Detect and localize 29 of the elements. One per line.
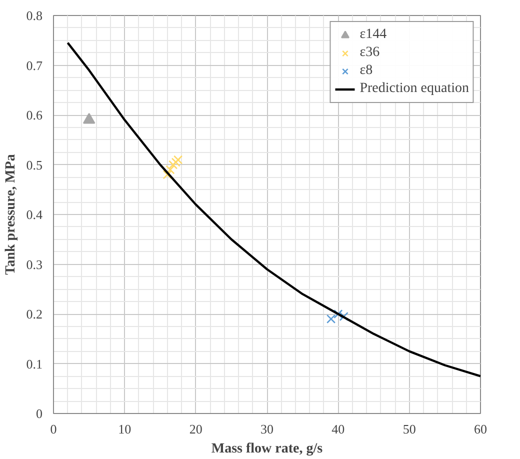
x-tick-label: 20 xyxy=(189,422,202,436)
x-tick-label: 30 xyxy=(260,422,274,436)
legend-label: ε8 xyxy=(360,62,374,80)
x-tick-label: 60 xyxy=(474,422,487,436)
legend-label: Prediction equation xyxy=(360,80,469,98)
y-tick-label: 0.5 xyxy=(26,157,42,172)
x-tick-label: 50 xyxy=(402,422,416,436)
y-tick-label: 0.2 xyxy=(26,306,42,322)
y-tick-label: 0.6 xyxy=(26,108,43,122)
x-tick-label: 40 xyxy=(332,422,345,436)
point xyxy=(171,158,180,167)
y-tick-label: 0.3 xyxy=(26,256,42,272)
point xyxy=(174,155,183,164)
y-tick-label: 0.4 xyxy=(26,207,43,222)
y-tick-label: 0 xyxy=(36,406,42,421)
x-axis-title: Mass flow rate, g/s xyxy=(211,442,324,456)
line-series xyxy=(66,42,480,378)
point xyxy=(162,170,172,180)
point xyxy=(168,160,178,170)
legend-label: ε36 xyxy=(360,44,380,62)
x-tick-label: 0 xyxy=(50,422,57,436)
point xyxy=(326,314,336,324)
y-tick-label: 0.1 xyxy=(26,356,42,372)
x-tick-label: 10 xyxy=(118,422,132,436)
legend-label: ε144 xyxy=(360,26,387,44)
y-tick-label: 0.8 xyxy=(26,8,42,23)
point xyxy=(166,165,175,174)
y-axis-title: Tank pressure, MPa xyxy=(3,154,18,275)
y-tick-label: 0.7 xyxy=(26,58,43,73)
